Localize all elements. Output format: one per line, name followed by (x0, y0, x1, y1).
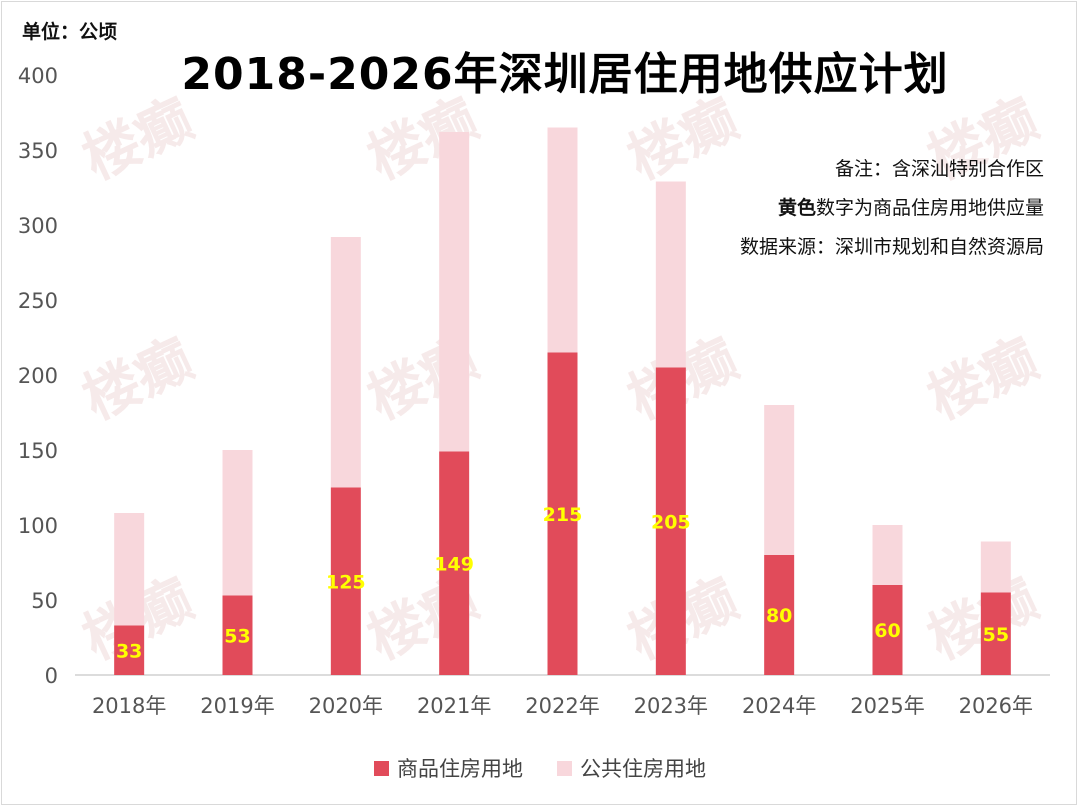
y-tick-label: 400 (18, 64, 58, 88)
data-label: 33 (116, 640, 142, 662)
bar-public (439, 132, 470, 452)
chart-title: 2018-2026年深圳居住用地供应计划 (181, 49, 949, 100)
legend-item-commercial: 商品住房用地 (374, 753, 523, 783)
legend-label-public: 公共住房用地 (580, 757, 706, 781)
bar-public (872, 525, 903, 585)
bar-commercial (114, 625, 145, 675)
data-label: 215 (543, 504, 583, 526)
y-tick-label: 250 (18, 289, 58, 313)
x-tick-label: 2024年 (742, 694, 816, 718)
y-tick-label: 300 (18, 214, 58, 238)
bar-commercial (872, 585, 903, 675)
watermark-text: 楼癫 (73, 326, 202, 432)
legend-swatch-commercial (374, 760, 389, 776)
note-yellow-word: 黄色 (777, 197, 816, 219)
x-tick-label: 2023年 (634, 694, 708, 718)
x-tick-label: 2020年 (309, 694, 383, 718)
x-tick-label: 2018年 (92, 694, 166, 718)
bar-public (222, 450, 253, 596)
notes-block: 备注：含深汕特别合作区 黄色数字为商品住房用地供应量 数据来源：深圳市规划和自然… (740, 150, 1044, 267)
legend-item-public: 公共住房用地 (557, 753, 706, 783)
note-yellow-rest: 数字为商品住房用地供应量 (815, 197, 1044, 219)
bar-commercial (439, 451, 470, 675)
bar-commercial (547, 352, 578, 675)
unit-label: 单位：公顷 (22, 21, 118, 43)
data-label: 205 (651, 511, 691, 533)
y-tick-label: 200 (18, 364, 58, 388)
watermark-text: 楼癫 (73, 86, 202, 192)
data-label: 125 (326, 571, 366, 593)
bar-public (330, 237, 361, 488)
note-source: 数据来源：深圳市规划和自然资源局 (739, 236, 1044, 258)
bar-commercial (330, 487, 361, 675)
y-tick-label: 150 (18, 439, 58, 463)
bar-public (980, 541, 1011, 593)
data-label: 149 (434, 553, 474, 575)
bar-commercial (655, 367, 686, 675)
bar-commercial (764, 555, 795, 675)
x-tick-label: 2022年 (525, 694, 599, 718)
watermark-text: 楼癫 (618, 86, 747, 192)
data-label: 80 (766, 605, 792, 627)
x-tick-label: 2025年 (850, 694, 924, 718)
note-color-explain: 黄色数字为商品住房用地供应量 (740, 189, 1044, 228)
watermark-text: 楼癫 (918, 326, 1047, 432)
bar-public (655, 181, 686, 368)
data-label: 53 (224, 625, 250, 647)
y-tick-label: 100 (18, 514, 58, 538)
note-scope: 备注：含深汕特别合作区 (834, 158, 1044, 180)
x-tick-label: 2026年 (959, 694, 1033, 718)
bar-commercial (980, 592, 1011, 675)
data-label: 55 (983, 624, 1009, 646)
x-tick-label: 2019年 (200, 694, 274, 718)
bar-commercial (222, 595, 253, 675)
y-tick-label: 0 (45, 664, 58, 688)
bar-public (547, 127, 578, 353)
legend-swatch-public (557, 760, 572, 776)
bar-public (764, 405, 795, 555)
y-tick-label: 50 (31, 589, 58, 613)
x-tick-label: 2021年 (417, 694, 491, 718)
legend-label-commercial: 商品住房用地 (397, 757, 523, 781)
legend: 商品住房用地 公共住房用地 (0, 753, 1080, 783)
y-tick-label: 350 (18, 139, 58, 163)
data-label: 60 (874, 620, 900, 642)
bar-public (114, 513, 145, 626)
